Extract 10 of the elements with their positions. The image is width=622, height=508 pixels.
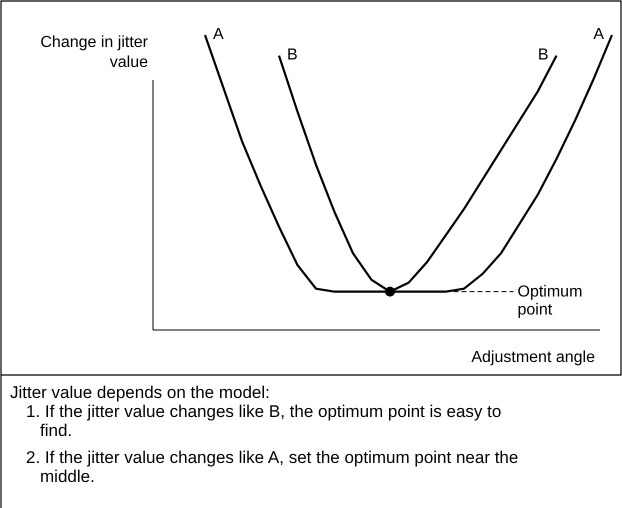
y-axis-title: Change in jitter value bbox=[40, 34, 149, 71]
x-axis-title: Adjustment angle bbox=[471, 349, 596, 366]
text: A bbox=[213, 26, 224, 43]
text: B bbox=[287, 46, 298, 64]
text: 1. If the jitter value changes like B, the optimum point is easy to find. bbox=[26, 402, 502, 440]
text: Jitter value depends on the model: bbox=[10, 383, 270, 402]
series-label: B bbox=[538, 46, 548, 64]
text: 2. If the jitter value changes like A, set the optimum point near the middle. bbox=[26, 448, 518, 486]
annotation: Optimum point bbox=[518, 284, 582, 319]
series-label: A bbox=[593, 26, 604, 43]
